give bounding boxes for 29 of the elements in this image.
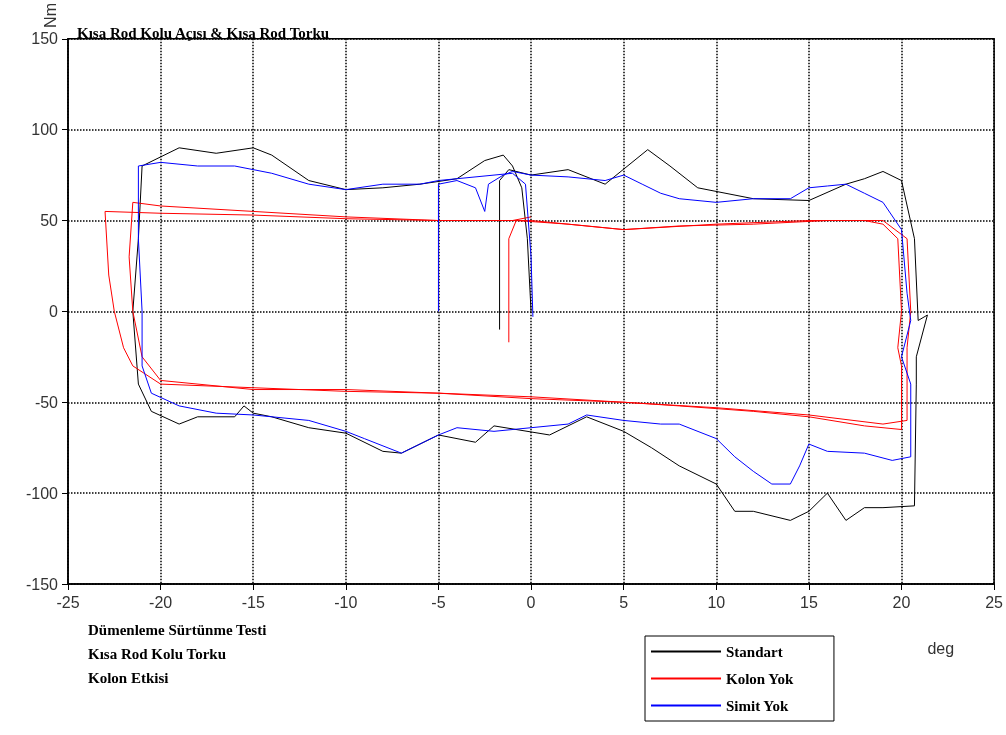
x-tick-label: -15 bbox=[241, 593, 265, 611]
x-tick-label: -25 bbox=[56, 593, 80, 611]
x-tick-label: -20 bbox=[149, 593, 173, 611]
y-tick-label: -150 bbox=[25, 575, 59, 593]
line-series bbox=[104, 201, 912, 431]
legend-label: Simit Yok bbox=[726, 697, 790, 714]
y-tick-label: -50 bbox=[34, 393, 59, 411]
x-tick-label: 5 bbox=[619, 593, 629, 611]
legend-label: Standart bbox=[726, 643, 783, 660]
y-tick-label: 0 bbox=[49, 302, 59, 320]
text: Dümenleme Sürtünme Testi bbox=[88, 621, 267, 638]
legend-label: Kolon Yok bbox=[726, 670, 795, 687]
text: Kısa Rod Kolu Torku bbox=[88, 645, 226, 662]
y-tick-label: 100 bbox=[31, 121, 59, 139]
text: Kolon Etkisi bbox=[88, 669, 169, 686]
x-tick-label: 20 bbox=[892, 593, 911, 611]
y-tick-label: 150 bbox=[31, 30, 59, 48]
x-axis-title: deg bbox=[927, 639, 955, 657]
x-tick-label: -10 bbox=[334, 593, 358, 611]
y-tick-label: 50 bbox=[40, 212, 59, 230]
chart-title: Kısa Rod Kolu Açısı & Kısa Rod Torku bbox=[77, 24, 330, 41]
x-tick-label: -5 bbox=[431, 593, 446, 611]
x-tick-label: 25 bbox=[985, 593, 1004, 611]
x-tick-label: 15 bbox=[799, 593, 818, 611]
y-tick-label: -100 bbox=[25, 484, 59, 502]
line-series bbox=[137, 161, 912, 485]
x-tick-label: 0 bbox=[526, 593, 536, 611]
x-tick-label: 10 bbox=[707, 593, 726, 611]
y-axis-title: Nm bbox=[41, 3, 59, 28]
